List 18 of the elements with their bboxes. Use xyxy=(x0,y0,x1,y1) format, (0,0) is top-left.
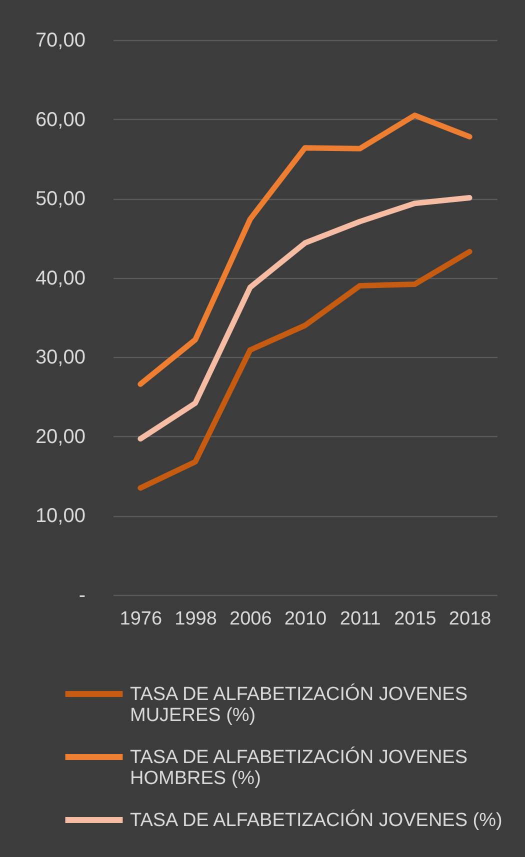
y-tick-label: 70,00 xyxy=(35,30,86,52)
x-tick-label: 2011 xyxy=(340,608,381,630)
y-tick-label: 30,00 xyxy=(35,346,86,369)
x-tick-label: 1998 xyxy=(174,608,217,630)
y-tick-label: 60,00 xyxy=(35,108,86,131)
y-tick-label: 10,00 xyxy=(35,505,86,528)
y-tick-label: 50,00 xyxy=(35,188,86,210)
y-tick-label: 40,00 xyxy=(35,267,86,290)
y-tick-label: - xyxy=(78,584,86,606)
x-tick-label: 2018 xyxy=(448,608,492,630)
x-tick-label: 2006 xyxy=(230,608,272,630)
legend-label: TASA DE ALFABETIZACIÓN JOVENES MUJERES (%) xyxy=(130,683,468,726)
x-tick-label: 2015 xyxy=(394,608,436,630)
x-tick-label: 1976 xyxy=(120,608,162,630)
y-tick-label: 20,00 xyxy=(35,426,86,448)
legend-label: TASA DE ALFABETIZACIÓN JOVENES HOMBRES (%) xyxy=(130,746,468,789)
x-tick-label: 2010 xyxy=(284,608,327,630)
legend-label: TASA DE ALFABETIZACIÓN JOVENES (%) xyxy=(130,809,502,831)
